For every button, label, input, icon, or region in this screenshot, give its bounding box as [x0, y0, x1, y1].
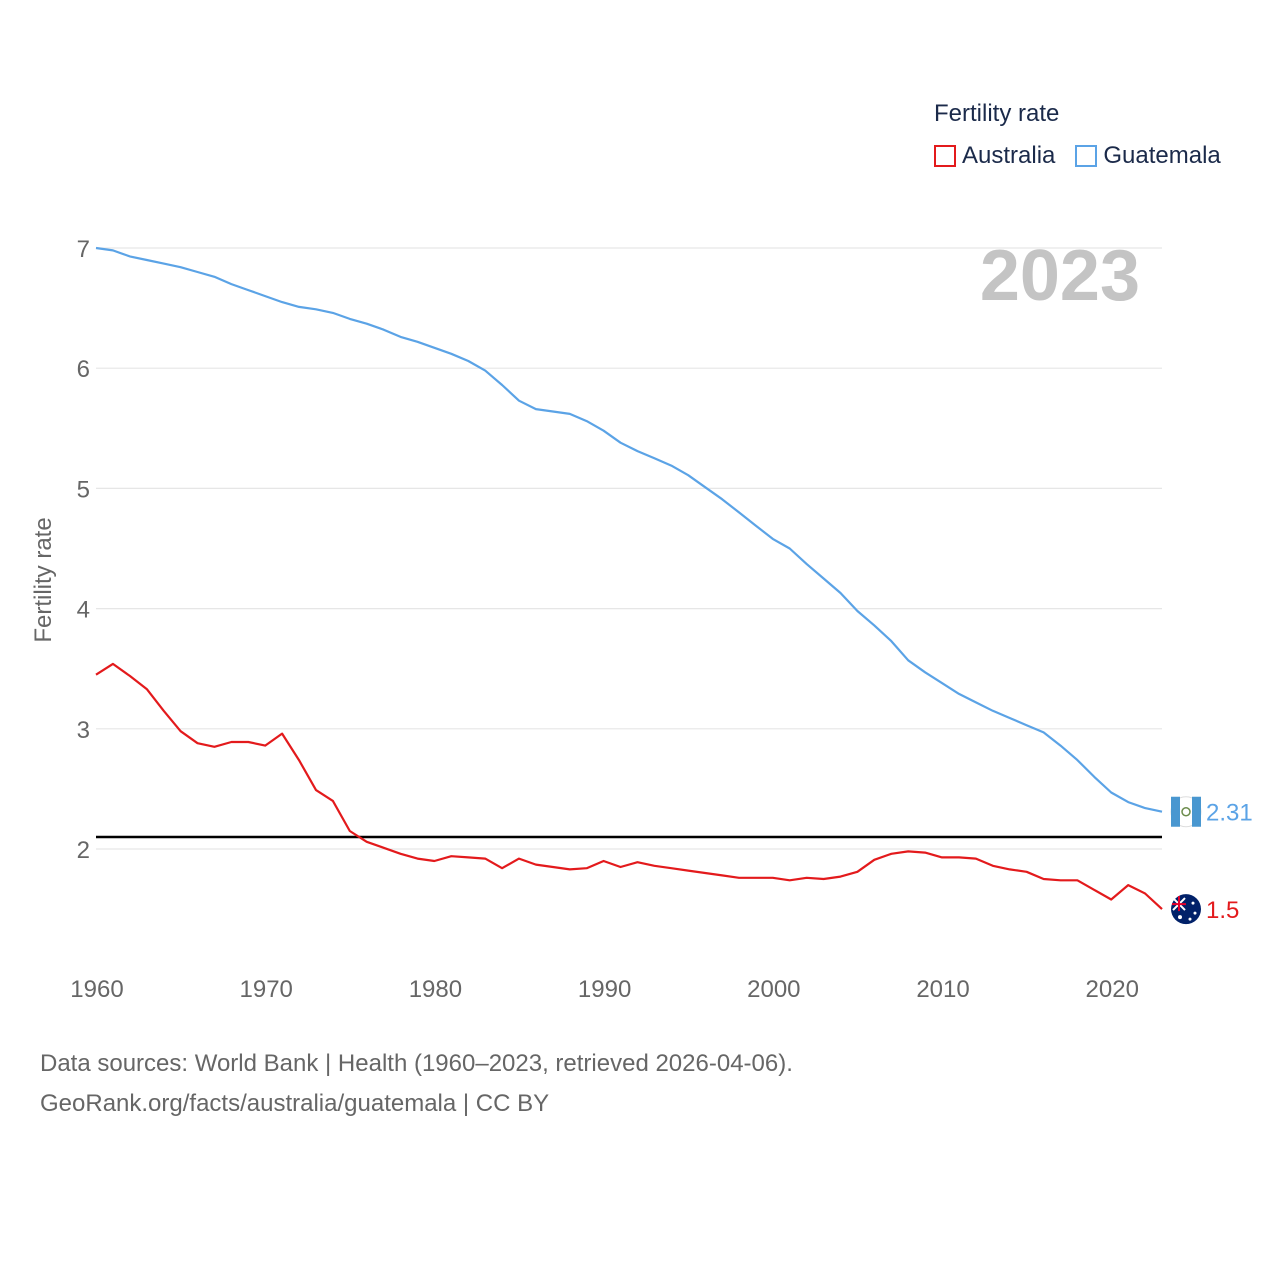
flag-disc — [1171, 894, 1201, 925]
y-tick-6: 6 — [77, 356, 90, 383]
x-tick-1990: 1990 — [578, 976, 631, 1003]
flag-stripe-left — [1171, 796, 1180, 827]
legend-item-guatemala[interactable]: Guatemala — [1075, 142, 1221, 170]
end-label-guatemala: 2.31 — [1206, 800, 1253, 827]
flag-star-3 — [1193, 911, 1197, 915]
legend-item-australia[interactable]: Australia — [934, 142, 1055, 170]
series-line-guatemala — [95, 246, 1163, 813]
legend-label-guatemala: Guatemala — [1103, 142, 1221, 169]
flag-stripe-right — [1192, 796, 1201, 827]
sources-note: Data sources: World Bank | Health (1960–… — [40, 1044, 793, 1124]
sources-line-1: Data sources: World Bank | Health (1960–… — [40, 1050, 793, 1077]
x-tick-1980: 1980 — [409, 976, 462, 1003]
y-axis-label: Fertility rate — [30, 517, 57, 642]
legend-swatch-australia — [934, 145, 956, 167]
year-label: 2023 — [980, 236, 1140, 316]
grid-lines — [96, 247, 1162, 850]
y-tick-5: 5 — [77, 476, 90, 503]
x-tick-2010: 2010 — [916, 976, 969, 1003]
y-tick-2: 2 — [77, 837, 90, 864]
line-chart: 2 3 4 5 6 7 1960 1970 1980 1990 2000 2010 2020 Fert… — [30, 236, 1253, 1003]
x-axis-ticks: 1960 1970 1980 1990 2000 2010 2020 — [70, 976, 1139, 1003]
legend: Australia Guatemala — [934, 142, 1241, 170]
y-tick-7: 7 — [77, 236, 90, 263]
flag-star-1 — [1178, 915, 1182, 920]
series-line-australia — [95, 662, 1163, 910]
x-tick-2020: 2020 — [1086, 976, 1139, 1003]
australia-flag-icon — [1171, 894, 1201, 925]
flag-star-2 — [1191, 901, 1195, 905]
x-tick-1970: 1970 — [240, 976, 293, 1003]
legend-title: Fertility rate — [934, 100, 1060, 127]
end-markers: 2.31 1.5 — [1170, 796, 1253, 925]
legend-swatch-guatemala — [1075, 145, 1098, 167]
legend-label-australia: Australia — [962, 142, 1056, 169]
flag-emblem — [1181, 806, 1191, 817]
y-tick-3: 3 — [77, 717, 90, 744]
guatemala-flag-icon — [1170, 796, 1202, 828]
end-label-australia: 1.5 — [1206, 897, 1239, 924]
y-axis-ticks: 2 3 4 5 6 7 — [77, 236, 90, 864]
x-tick-1960: 1960 — [70, 976, 123, 1003]
sources-link[interactable]: GeoRank.org/facts/australia/guatemala | … — [40, 1090, 550, 1117]
flag-star-4 — [1188, 917, 1192, 921]
series-lines — [95, 246, 1163, 910]
y-tick-4: 4 — [77, 597, 90, 624]
x-tick-2000: 2000 — [747, 976, 800, 1003]
